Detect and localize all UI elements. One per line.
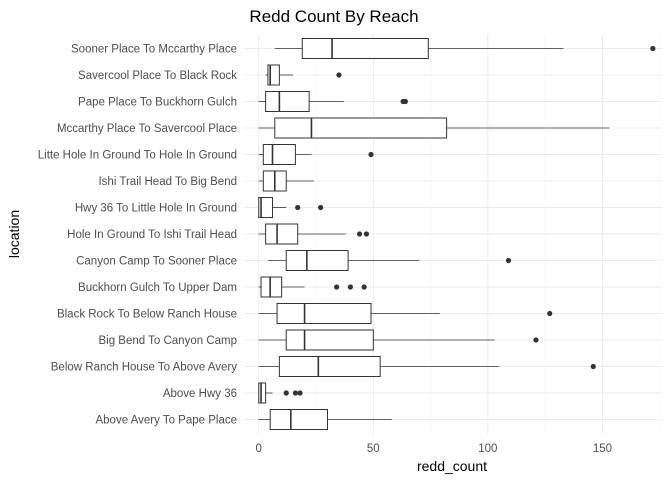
box-iqr bbox=[285, 250, 349, 271]
y-category-label: Mccarthy Place To Savercool Place bbox=[57, 123, 237, 135]
outlier-point bbox=[334, 284, 340, 290]
box-group bbox=[258, 409, 392, 430]
box-group bbox=[258, 303, 553, 324]
outlier-point bbox=[295, 204, 301, 211]
box-iqr bbox=[265, 91, 310, 112]
box-group bbox=[258, 144, 374, 165]
box-group bbox=[258, 170, 314, 192]
x-axis-tick-labels: 0 50 100 150 bbox=[256, 443, 612, 455]
box-group bbox=[258, 197, 324, 218]
y-category-label: Sooner Place To Mccarthy Place bbox=[71, 44, 237, 56]
outlier-point bbox=[590, 363, 596, 370]
box-series bbox=[258, 38, 656, 430]
box-iqr bbox=[260, 276, 283, 298]
y-category-label: Savercool Place To Black Rock bbox=[78, 70, 237, 82]
box-group bbox=[258, 382, 303, 404]
box-group bbox=[267, 250, 512, 271]
box-iqr bbox=[274, 117, 448, 139]
box-iqr bbox=[285, 329, 374, 351]
box-group bbox=[258, 329, 539, 351]
outlier-point bbox=[363, 231, 370, 237]
box-group bbox=[258, 117, 610, 139]
y-axis-category-labels: Sooner Place To Mccarthy Place Savercool … bbox=[38, 44, 237, 427]
box-group bbox=[258, 276, 367, 298]
outlier-point bbox=[547, 310, 553, 317]
y-category-label: Ishi Trail Head To Big Bend bbox=[98, 176, 237, 188]
outlier-point bbox=[505, 257, 512, 264]
box-iqr bbox=[258, 382, 267, 404]
outlier-point bbox=[283, 390, 289, 396]
y-category-label: Hole In Ground To Ishi Trail Head bbox=[67, 229, 237, 241]
box-iqr bbox=[258, 197, 273, 218]
outlier-point bbox=[402, 98, 408, 105]
box-group bbox=[258, 223, 370, 245]
y-category-label: Hwy 36 To Little Hole In Ground bbox=[75, 203, 237, 215]
y-category-label: Above Hwy 36 bbox=[163, 388, 237, 400]
y-category-label: Canyon Camp To Sooner Place bbox=[76, 256, 237, 268]
box-group bbox=[258, 91, 408, 112]
x-tick-label: 50 bbox=[367, 443, 380, 455]
y-category-label: Big Bend To Canyon Camp bbox=[98, 335, 237, 347]
x-tick-label: 150 bbox=[593, 443, 612, 455]
box-iqr bbox=[278, 356, 381, 377]
box-group bbox=[265, 64, 342, 86]
y-axis-title: location bbox=[6, 210, 22, 258]
outlier-point bbox=[650, 45, 656, 52]
box-iqr bbox=[301, 38, 429, 59]
y-category-label: Pape Place To Buckhorn Gulch bbox=[78, 97, 237, 109]
box-iqr bbox=[262, 144, 296, 165]
y-category-label: Buckhorn Gulch To Upper Dam bbox=[78, 282, 237, 294]
outlier-point bbox=[368, 151, 374, 158]
outlier-point bbox=[356, 231, 363, 237]
box-group bbox=[274, 38, 656, 59]
box-iqr bbox=[267, 64, 280, 86]
box-iqr bbox=[276, 303, 372, 324]
y-category-label: Above Avery To Pape Place bbox=[95, 415, 237, 427]
outlier-point bbox=[533, 337, 539, 343]
outlier-point bbox=[336, 72, 342, 78]
x-tick-label: 100 bbox=[478, 443, 497, 455]
outlier-point bbox=[297, 390, 303, 396]
outlier-point bbox=[292, 390, 299, 396]
x-axis-title: redd_count bbox=[417, 458, 487, 474]
y-category-label: Litte Hole In Ground To Hole In Ground bbox=[38, 150, 237, 162]
x-tick-label: 0 bbox=[256, 443, 262, 455]
chart-title: Redd Count By Reach bbox=[249, 7, 418, 26]
box-group bbox=[258, 356, 596, 377]
y-category-label: Black Rock To Below Ranch House bbox=[57, 309, 237, 321]
outlier-point bbox=[361, 284, 367, 290]
y-category-label: Below Ranch House To Above Avery bbox=[51, 362, 237, 374]
box-iqr bbox=[265, 223, 299, 245]
outlier-point bbox=[318, 204, 324, 211]
box-iqr bbox=[269, 409, 328, 430]
outlier-point bbox=[347, 284, 353, 290]
